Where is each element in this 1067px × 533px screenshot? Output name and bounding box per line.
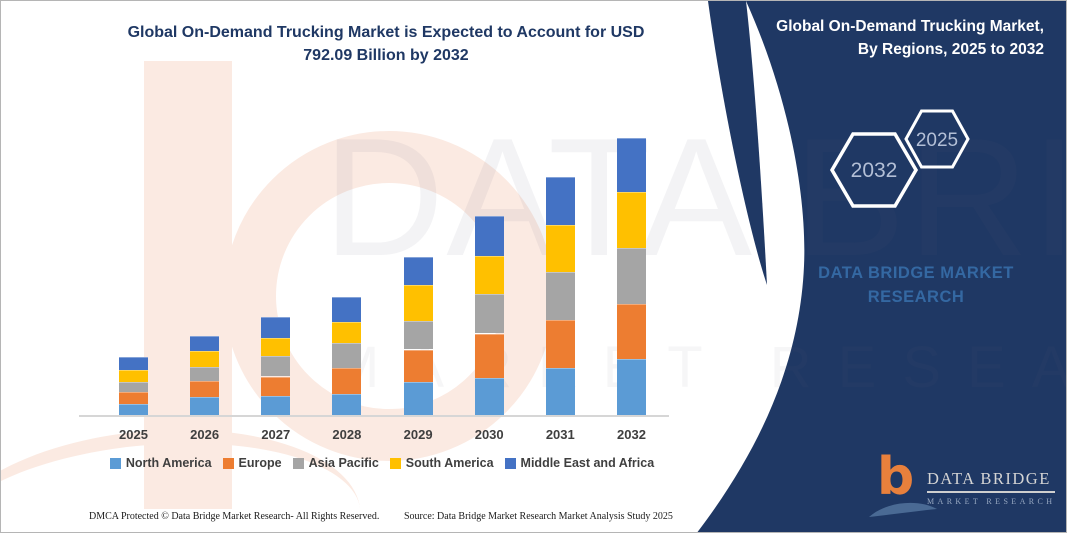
bar-segment-2032-north-america	[617, 359, 646, 415]
bar-segment-2029-europe	[403, 349, 433, 382]
bar-segment-2032-asia-pacific	[617, 248, 646, 304]
watermark-text-marketresearch: MARKET RESEARCH	[331, 335, 1066, 400]
bar-segment-2027-europe	[261, 376, 291, 396]
legend-item-middle-east-and-africa: Middle East and Africa	[504, 456, 655, 470]
footer-source-text: Source: Data Bridge Market Research Mark…	[404, 511, 673, 522]
footer-dmca-text: DMCA Protected © Data Bridge Market Rese…	[89, 511, 380, 522]
bar-segment-2031-asia-pacific	[545, 272, 575, 321]
legend-label: North America	[125, 456, 212, 470]
bar-segment-2029-middle-east-and-africa	[403, 257, 433, 286]
side-panel-title-line1: Global On-Demand Trucking Market,	[776, 18, 1044, 35]
bar-segment-2026-middle-east-and-africa	[190, 335, 220, 351]
bar-segment-2029-asia-pacific	[403, 321, 433, 350]
legend-label: Europe	[238, 456, 282, 470]
x-axis-label-2032: 2032	[617, 427, 646, 442]
hexagon-2032-label: 2032	[851, 159, 898, 182]
dbmr-logo-brand: DATA BRIDGE	[927, 469, 1056, 493]
watermark-text-databridge: DATA BRIDGE	[323, 103, 1067, 291]
bar-segment-2031-middle-east-and-africa	[545, 177, 575, 226]
legend-swatch-icon	[222, 457, 234, 469]
bar-segment-2031-south-america	[545, 225, 575, 273]
x-axis-label-2026: 2026	[190, 427, 220, 442]
legend-swatch-icon	[109, 457, 121, 469]
x-axis-line	[79, 415, 669, 417]
legend-swatch-icon	[504, 457, 516, 469]
bar-segment-2027-north-america	[261, 395, 291, 416]
legend-item-asia-pacific: Asia Pacific	[292, 456, 379, 470]
bar-segment-2030-south-america	[474, 255, 504, 294]
bar-segment-2032-south-america	[617, 191, 646, 249]
dbmr-logo-swoosh-icon	[869, 502, 937, 517]
dbmr-logo: b DATA BRIDGE MARKET RESEARCH	[869, 451, 1056, 521]
legend-item-north-america: North America	[109, 456, 212, 470]
chart-title-line2: 792.09 Billion by 2032	[303, 47, 469, 65]
hexagon-2025	[904, 109, 970, 169]
bar-segment-2028-asia-pacific	[332, 342, 362, 369]
legend-label: Asia Pacific	[308, 456, 379, 470]
bar-segment-2031-europe	[545, 320, 575, 369]
x-axis-label-2030: 2030	[474, 427, 504, 442]
legend-swatch-icon	[292, 457, 304, 469]
bar-segment-2028-europe	[332, 368, 362, 394]
bar-segment-2030-europe	[474, 333, 504, 378]
dbmr-watermark-line2: RESEARCH	[867, 287, 965, 306]
x-axis-label-2031: 2031	[545, 427, 575, 442]
legend-item-south-america: South America	[389, 456, 494, 470]
legend-label: South America	[405, 456, 494, 470]
legend-label: Middle East and Africa	[520, 456, 655, 470]
year-hexagons: 2025 2032	[829, 109, 970, 208]
dbmr-logo-subtitle: MARKET RESEARCH	[927, 497, 1056, 506]
bar-segment-2029-south-america	[403, 285, 433, 322]
hexagon-2025-label: 2025	[916, 130, 958, 151]
x-axis-label-2028: 2028	[332, 427, 362, 442]
chart-title: Global On-Demand Trucking Market is Expe…	[96, 21, 676, 67]
bar-segment-2025-north-america	[119, 404, 148, 415]
legend-swatch-icon	[389, 457, 401, 469]
bar-segment-2032-middle-east-and-africa	[617, 137, 646, 192]
x-axis-label-2029: 2029	[403, 427, 433, 442]
brand-b-watermark-stem	[144, 61, 232, 509]
bar-segment-2026-north-america	[190, 397, 220, 415]
side-panel-title-line2: By Regions, 2025 to 2032	[857, 41, 1044, 59]
bar-segment-2026-europe	[190, 381, 220, 398]
bar-segment-2025-middle-east-and-africa	[119, 357, 148, 370]
chart-title-line1: Global On-Demand Trucking Market is Expe…	[127, 24, 645, 41]
x-axis-label-2027: 2027	[261, 427, 291, 442]
bar-segment-2028-north-america	[332, 394, 362, 415]
dbmr-watermark-line1: DATA BRIDGE MARKET	[818, 264, 1014, 282]
hexagon-2032	[829, 132, 919, 208]
chart-legend: North America Europe Asia Pacific South Ame…	[89, 456, 675, 470]
side-panel-body	[697, 1, 1066, 532]
bar-segment-2025-south-america	[119, 369, 148, 382]
bar-segment-2029-north-america	[403, 381, 433, 416]
dbmr-watermark-text: DATA BRIDGE MARKET RESEARCH	[791, 262, 1041, 310]
bar-segment-2030-asia-pacific	[474, 293, 504, 334]
bar-segment-2027-south-america	[261, 337, 291, 356]
side-panel-curve-tail	[708, 1, 767, 285]
bar-segment-2025-europe	[119, 391, 148, 405]
legend-item-europe: Europe	[222, 456, 282, 470]
bar-segment-2025-asia-pacific	[119, 381, 148, 392]
bar-segment-2027-middle-east-and-africa	[261, 316, 291, 338]
x-axis-label-2025: 2025	[119, 427, 148, 442]
bar-segment-2031-north-america	[545, 368, 575, 415]
side-panel-title: Global On-Demand Trucking Market, By Reg…	[714, 15, 1044, 62]
dbmr-logo-b-icon: b	[877, 447, 915, 507]
bar-segment-2030-middle-east-and-africa	[474, 215, 504, 256]
bar-segment-2032-europe	[617, 303, 646, 360]
bar-segment-2028-middle-east-and-africa	[332, 297, 362, 322]
bar-segment-2026-south-america	[190, 350, 220, 367]
bar-segment-2027-asia-pacific	[261, 355, 291, 377]
bar-segment-2026-asia-pacific	[190, 367, 220, 382]
bar-segment-2030-north-america	[474, 377, 504, 415]
bar-segment-2028-south-america	[332, 321, 362, 343]
